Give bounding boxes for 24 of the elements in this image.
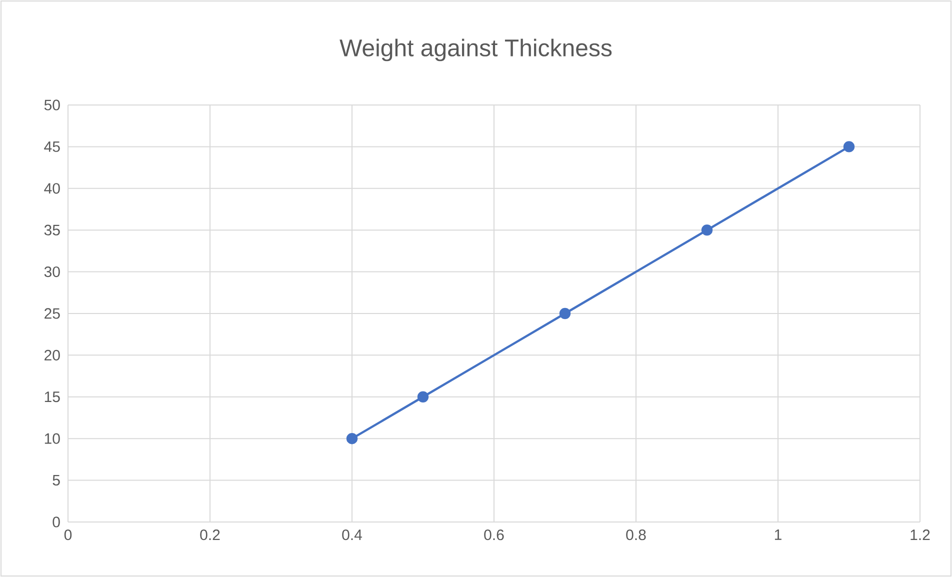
point [559, 308, 571, 320]
point [843, 141, 855, 152]
y-tick-label: 10 [44, 433, 60, 444]
chart-title: Weight against Thickness [340, 38, 612, 62]
x-tick-label: 0.4 [342, 530, 362, 540]
y-tick-label: 35 [44, 224, 60, 236]
x-tick-label: 1.2 [910, 530, 930, 540]
x-tick-label: 1 [774, 530, 782, 540]
y-tick-label: 20 [44, 350, 60, 360]
y-tick-label: 0 [52, 516, 60, 528]
point [346, 432, 358, 444]
y-tick-label: 5 [52, 475, 60, 486]
x-tick-label: 0 [64, 530, 72, 540]
y-tick-label: 50 [44, 100, 60, 110]
point [417, 391, 429, 402]
point [701, 224, 713, 236]
x-tick-label: 0.8 [626, 530, 646, 540]
y-tick-label: 40 [44, 183, 60, 194]
x-tick-label: 0.2 [200, 530, 220, 540]
y-tick-label: 30 [44, 266, 60, 278]
y-tick-label: 45 [44, 141, 60, 152]
x-tick-label: 0.6 [484, 530, 504, 540]
y-tick-label: 15 [44, 392, 60, 402]
y-tick-label: 25 [44, 308, 60, 319]
